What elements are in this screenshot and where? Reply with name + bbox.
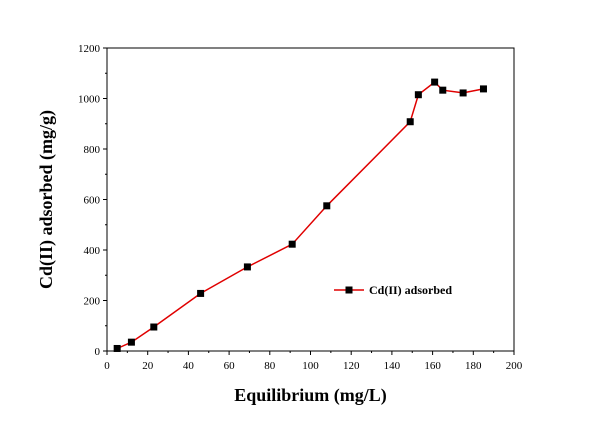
y-tick-label: 0 [95, 346, 101, 358]
x-tick-label: 120 [343, 360, 360, 372]
data-point [127, 338, 135, 346]
data-point [243, 263, 251, 271]
data-point [479, 85, 487, 93]
y-tick-label: 200 [84, 296, 101, 308]
y-tick-label: 400 [84, 245, 101, 257]
data-point [414, 91, 422, 99]
x-tick-label: 200 [506, 360, 523, 372]
data-point [197, 289, 205, 297]
x-tick-label: 20 [142, 360, 154, 372]
data-point [288, 240, 296, 248]
y-axis-title: Cd(II) adsorbed (mg/g) [36, 110, 57, 289]
x-axis: 0 20 40 60 80 100 120 140 160 180 200 [104, 351, 523, 372]
series-line [116, 81, 484, 350]
data-point [113, 344, 121, 352]
y-tick-label: 1200 [78, 43, 101, 55]
x-tick-label: 40 [183, 360, 195, 372]
y-tick-label: 600 [84, 195, 101, 207]
x-axis-title: Equilibrium (mg/L) [234, 385, 387, 406]
data-point [431, 78, 439, 86]
legend-label: Cd(II) adsorbed [369, 283, 452, 297]
data-point [439, 86, 447, 94]
y-tick-label: 800 [84, 144, 101, 156]
plot-frame [106, 47, 515, 352]
x-tick-label: 180 [465, 360, 482, 372]
data-point [406, 118, 414, 126]
legend: Cd(II) adsorbed [334, 283, 452, 297]
x-tick-label: 80 [264, 360, 276, 372]
x-tick-label: 0 [104, 360, 110, 372]
data-point [323, 202, 331, 210]
series-layer [113, 78, 487, 352]
x-tick-label: 160 [424, 360, 441, 372]
x-tick-label: 100 [302, 360, 319, 372]
x-tick-label: 60 [224, 360, 236, 372]
y-axis: 0 200 400 600 800 1000 1200 [78, 43, 107, 358]
data-point [150, 323, 158, 331]
y-tick-label: 1000 [78, 94, 101, 106]
data-point [459, 89, 467, 97]
plot-area [106, 47, 515, 352]
x-tick-label: 140 [384, 360, 401, 372]
legend-marker [345, 286, 353, 294]
